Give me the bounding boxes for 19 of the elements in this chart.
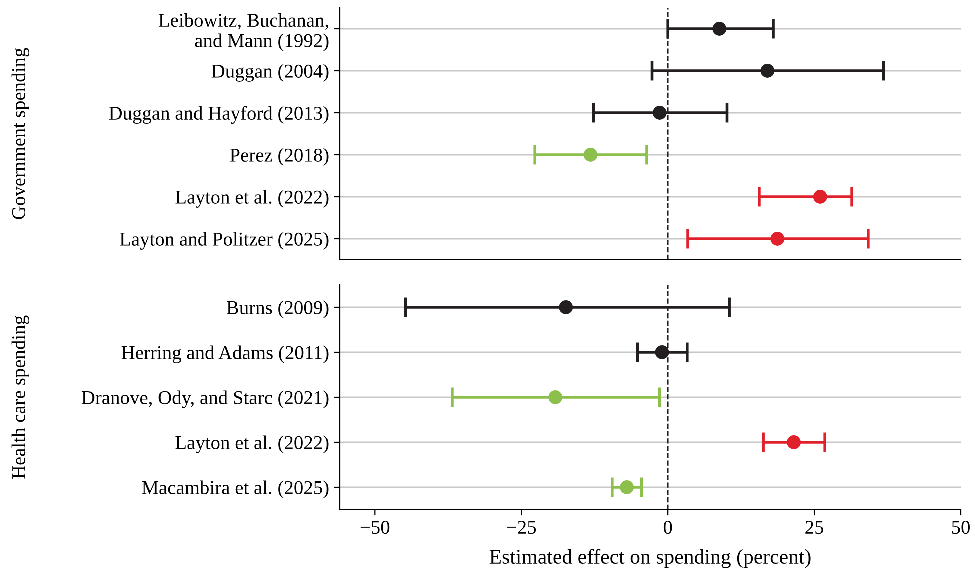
y-tick-label: Layton and Politzer (2025) xyxy=(120,232,329,250)
y-tick-label: Duggan (2004) xyxy=(212,64,329,82)
y-tick-label: Layton et al. (2022) xyxy=(176,190,329,208)
y-tick-label: Layton et al. (2022) xyxy=(176,436,329,454)
y-tick-label: Burns (2009) xyxy=(226,300,329,318)
x-tick-label: 50 xyxy=(952,520,970,534)
x-tick-label: −25 xyxy=(507,521,536,534)
y-tick-label: Macambira et al. (2025) xyxy=(142,480,329,498)
x-axis-title: Estimated effect on spending (percent) xyxy=(490,549,811,568)
y-tick-label: Duggan and Hayford (2013) xyxy=(109,106,329,124)
y-tick-label: Leibowitz, Buchanan, and Mann (1992) xyxy=(158,13,329,52)
x-tick-label: −50 xyxy=(360,520,390,534)
y-tick-label: Dranove, Ody, and Starc (2021) xyxy=(82,390,329,408)
y-axis-title: Government spending xyxy=(12,48,30,220)
y-axis-title: Health care spending xyxy=(12,316,30,480)
y-tick-label: Perez (2018) xyxy=(230,148,329,166)
y-tick-label: Herring and Adams (2011) xyxy=(122,346,329,364)
x-tick-label: 0 xyxy=(664,520,672,534)
x-tick-label: 25 xyxy=(806,521,824,534)
